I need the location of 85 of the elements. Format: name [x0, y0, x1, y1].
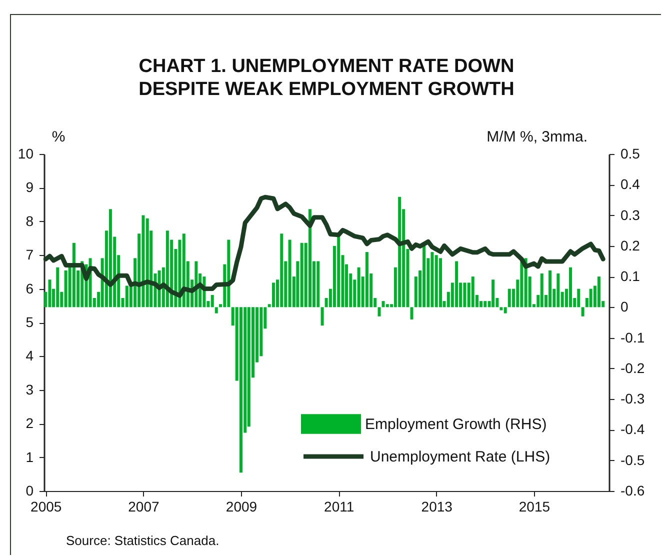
bar	[239, 307, 242, 473]
y-axis-title: %	[52, 128, 66, 146]
bar	[146, 218, 149, 308]
y-tick-label: 10	[18, 146, 34, 162]
bar	[455, 261, 458, 308]
bar	[548, 270, 552, 308]
bar	[484, 301, 487, 308]
bar	[410, 307, 414, 320]
bar	[308, 209, 312, 308]
bar	[280, 234, 284, 308]
bar	[589, 288, 592, 308]
x-tick-label: 2015	[518, 498, 550, 514]
y2-tick-label: 0	[620, 298, 628, 315]
y-tick-label: 8	[26, 212, 34, 229]
bar	[320, 307, 324, 326]
y-tick-label: 2	[26, 415, 34, 432]
x-tick-label: 2013	[421, 498, 453, 514]
y-tick-label: 5	[26, 314, 34, 330]
bar	[471, 276, 474, 308]
bar	[556, 273, 560, 308]
bar	[492, 280, 495, 308]
bar	[64, 270, 68, 308]
x-tick-label: 2009	[226, 498, 258, 514]
y-tick-label: 3	[26, 381, 34, 398]
bar	[125, 286, 128, 308]
y2-tick-label: -0.4	[620, 421, 645, 438]
y-tick-label: 4	[26, 348, 34, 364]
bar	[597, 276, 600, 308]
bar	[434, 255, 438, 308]
bar	[581, 307, 584, 316]
y2-tick-label: 0.4	[620, 176, 640, 192]
bar	[398, 196, 402, 308]
x-tick-label: 2011	[324, 498, 354, 514]
bar	[365, 252, 368, 308]
bar	[108, 209, 112, 308]
y-tick-label: 1	[26, 448, 34, 465]
chart-title: CHART 1. UNEMPLOYMENT RATE DOWN DESPITE WEAK EMPLOYMENT GROWTH	[138, 56, 514, 100]
bar	[378, 307, 381, 316]
bar	[288, 240, 292, 308]
bar	[508, 288, 511, 308]
bar	[300, 242, 304, 308]
y2-axis-title: M/M %, 3mma.	[486, 128, 588, 146]
y2-tick-label: -0.3	[620, 390, 645, 407]
y2-tick-label: 0.1	[620, 268, 640, 284]
bar	[48, 280, 52, 308]
bar	[577, 288, 580, 308]
bar	[568, 267, 572, 308]
bar	[382, 301, 385, 308]
legend-label: Employment Growth (RHS)	[365, 416, 547, 433]
bar	[337, 236, 340, 308]
x-tick-label: 2005	[30, 498, 62, 514]
source-note: Source: Statistics Canada.	[66, 533, 220, 548]
bar	[166, 230, 169, 308]
bar	[439, 258, 442, 308]
bar	[422, 246, 426, 308]
bar	[504, 307, 507, 314]
y-tick-label: 6	[26, 280, 34, 296]
bar	[227, 240, 230, 308]
bar	[56, 267, 60, 308]
bar	[72, 242, 76, 308]
bar	[386, 304, 389, 308]
bar	[430, 252, 434, 308]
bar	[540, 273, 544, 308]
y2-tick-label: -0.6	[620, 482, 645, 498]
x-tick-label: 2007	[128, 498, 160, 514]
y2-tick-label: -0.2	[620, 360, 645, 376]
bar	[182, 234, 186, 308]
bar	[142, 215, 145, 308]
bar	[463, 282, 466, 308]
y2-tick-label: 0.5	[620, 146, 640, 162]
y2-tick-label: -0.1	[620, 329, 645, 346]
bar	[272, 282, 275, 308]
y-tick-label: 0	[26, 482, 34, 498]
bar	[500, 307, 503, 310]
bar	[210, 294, 214, 308]
line-series	[43, 194, 606, 298]
bar	[214, 307, 218, 314]
y2-tick-label: 0.3	[620, 206, 640, 223]
y-tick-label: 7	[26, 246, 34, 263]
y2-tick-label: 0.2	[620, 237, 640, 254]
bar	[357, 267, 360, 308]
legend-label: Unemployment Rate (LHS)	[370, 448, 550, 466]
y2-tick-label: -0.5	[620, 452, 645, 468]
y-tick-label: 9	[26, 179, 34, 196]
bar	[316, 261, 320, 308]
